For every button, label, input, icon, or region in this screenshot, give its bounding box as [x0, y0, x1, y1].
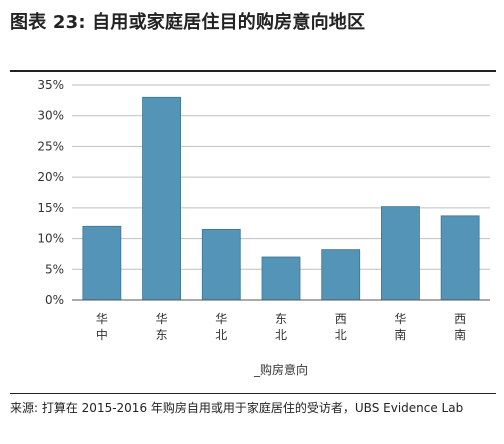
x-tick-label: 南 [394, 327, 406, 342]
bar-西北 [321, 249, 361, 301]
title-rule [10, 70, 496, 72]
x-tick-label: 华 [156, 312, 168, 326]
bar-华东 [142, 96, 181, 301]
y-tick-label: 5% [45, 262, 64, 276]
bars [82, 96, 480, 301]
x-tick-label: 北 [335, 328, 347, 342]
x-tick-label: 华 [96, 312, 108, 326]
bar-华南 [381, 206, 420, 301]
y-tick-label: 30% [37, 109, 64, 123]
x-tick-label: 东 [275, 312, 287, 326]
chart-title: 图表 23: 自用或家庭居住目的购房意向地区 [10, 12, 366, 33]
bar-西南 [440, 215, 480, 301]
x-axis-label: _购房意向 [253, 362, 308, 377]
x-tick-label: 北 [275, 328, 287, 342]
y-tick-label: 15% [37, 201, 64, 215]
y-tick-label: 0% [45, 293, 64, 307]
bar-华北 [201, 228, 241, 301]
x-tick-label: 西 [454, 312, 466, 326]
source-note: 来源: 打算在 2015-2016 年购房自用或用于家庭居住的受访者，UBS E… [10, 401, 464, 415]
x-tick-label: 华 [215, 312, 227, 326]
gridlines [72, 84, 490, 270]
y-axis-ticks: 0% 5% 10% 15% 20% 25% 30% 35% [37, 78, 64, 307]
x-tick-label: 南 [454, 327, 466, 342]
x-tick-label: 北 [215, 328, 227, 342]
y-tick-label: 10% [37, 232, 64, 246]
x-tick-label: 华 [394, 312, 406, 326]
x-tick-label: 中 [96, 327, 108, 342]
source-rule [10, 393, 496, 394]
bar-东北 [261, 256, 301, 301]
y-tick-label: 35% [37, 78, 64, 92]
bar-华中 [82, 225, 122, 301]
x-tick-label: 西 [335, 312, 347, 326]
y-tick-label: 20% [37, 170, 64, 184]
y-tick-label: 25% [37, 139, 64, 153]
x-tick-label: 东 [156, 328, 168, 342]
